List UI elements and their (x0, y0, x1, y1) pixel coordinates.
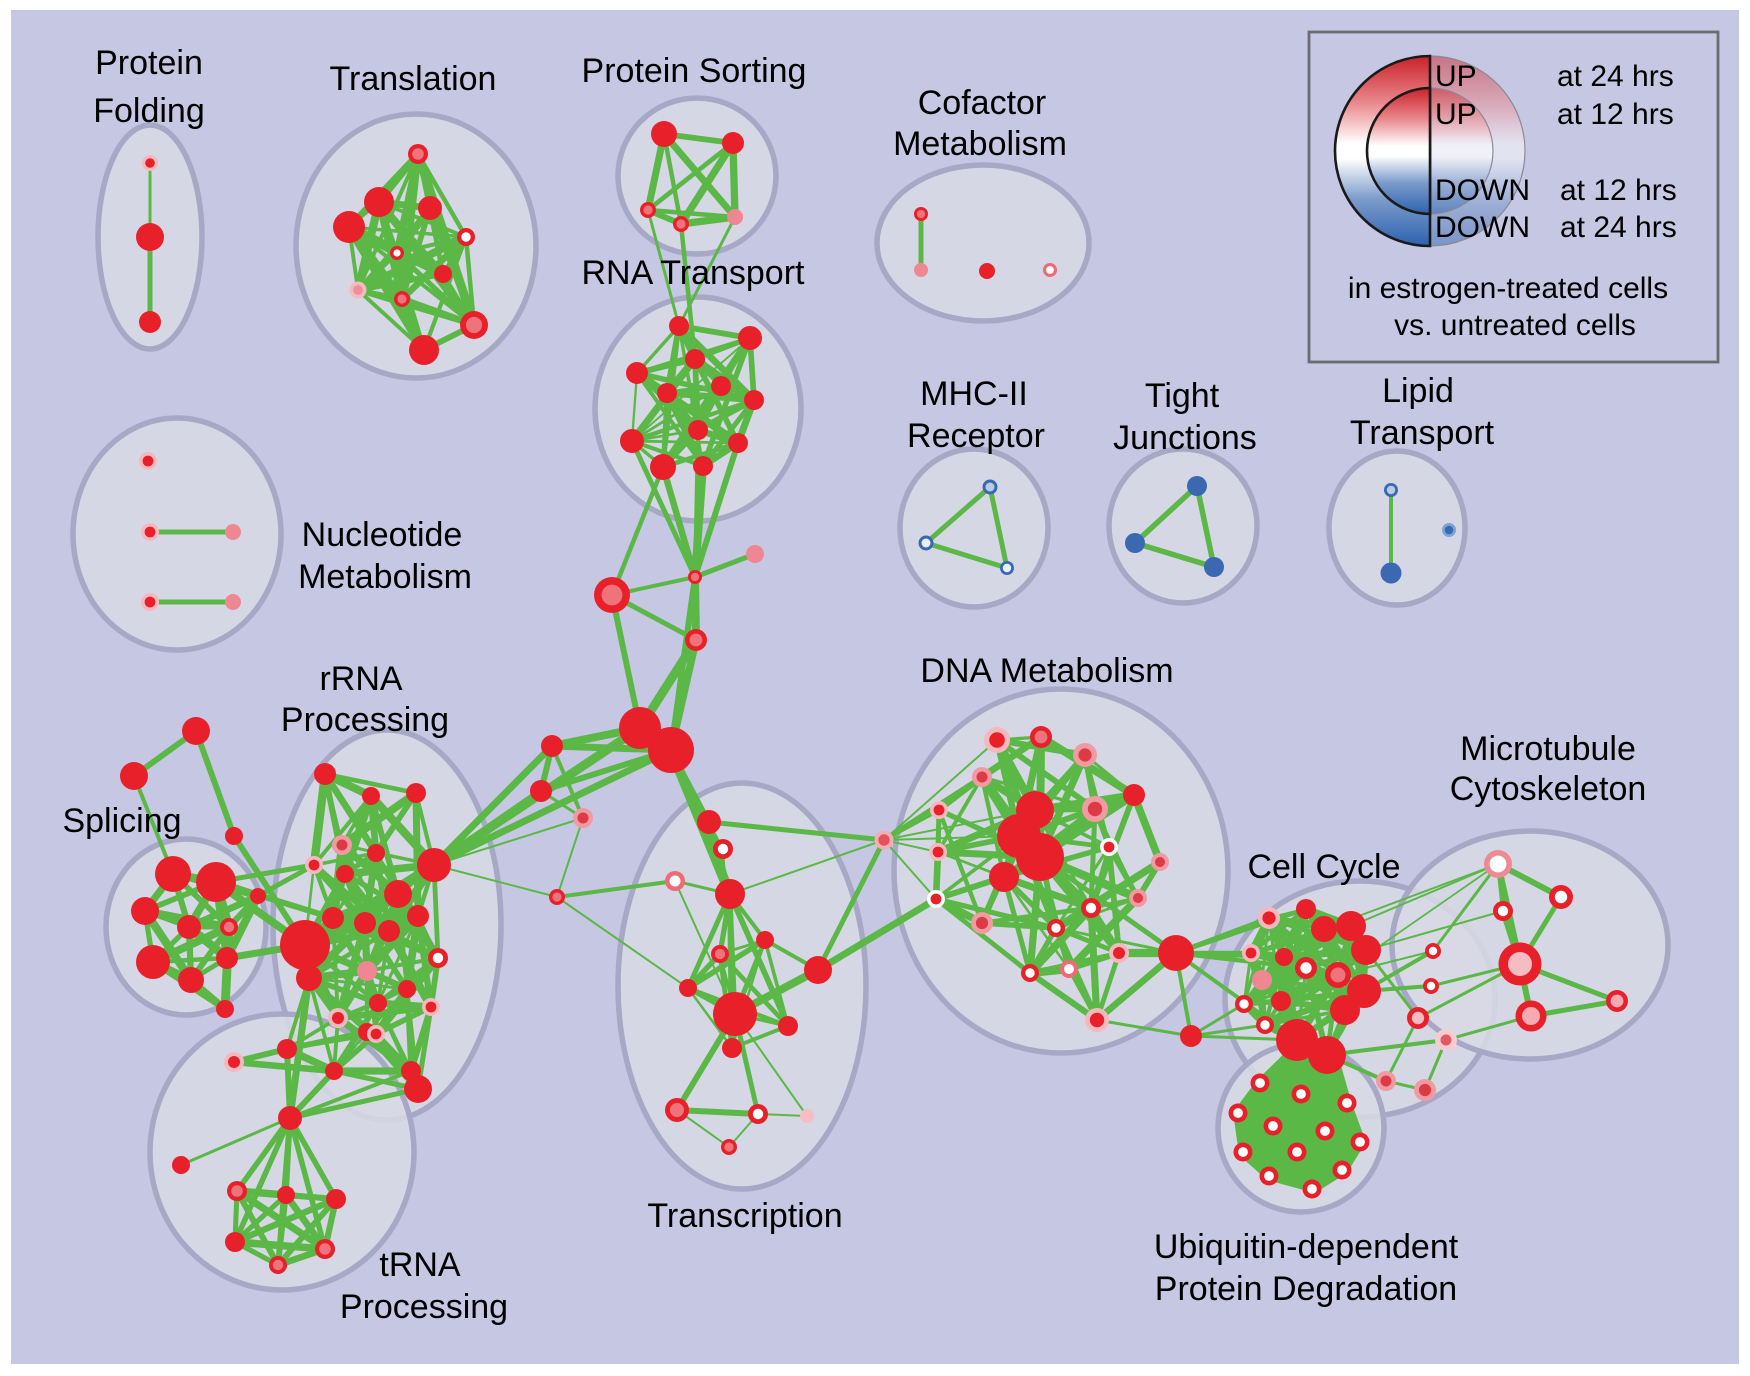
svg-text:Metabolism: Metabolism (893, 125, 1067, 163)
svg-text:vs. untreated cells: vs. untreated cells (1394, 309, 1636, 342)
svg-text:Protein: Protein (95, 44, 203, 82)
svg-text:Translation: Translation (330, 60, 497, 98)
svg-text:Junctions: Junctions (1113, 419, 1257, 457)
svg-text:DOWN: DOWN (1435, 174, 1530, 207)
svg-text:Folding: Folding (93, 92, 205, 130)
svg-text:in estrogen-treated cells: in estrogen-treated cells (1348, 272, 1668, 305)
svg-text:Lipid: Lipid (1382, 372, 1454, 410)
svg-text:Splicing: Splicing (62, 802, 181, 840)
svg-text:at 24 hrs: at 24 hrs (1557, 60, 1674, 93)
svg-text:Transport: Transport (1350, 414, 1495, 452)
svg-text:Protein Degradation: Protein Degradation (1155, 1270, 1457, 1308)
svg-text:UP: UP (1435, 98, 1477, 131)
svg-text:tRNA: tRNA (379, 1246, 461, 1284)
svg-text:Cell Cycle: Cell Cycle (1247, 848, 1400, 886)
svg-text:UP: UP (1435, 60, 1477, 93)
svg-text:RNA Transport: RNA Transport (582, 254, 806, 292)
svg-text:at 24 hrs: at 24 hrs (1560, 211, 1677, 244)
svg-text:at 12 hrs: at 12 hrs (1560, 174, 1677, 207)
svg-text:at 12 hrs: at 12 hrs (1557, 98, 1674, 131)
svg-text:Nucleotide: Nucleotide (302, 516, 463, 554)
svg-text:Transcription: Transcription (647, 1197, 842, 1235)
svg-text:Processing: Processing (340, 1288, 508, 1326)
svg-text:rRNA: rRNA (319, 660, 402, 698)
svg-text:Protein Sorting: Protein Sorting (582, 52, 807, 90)
svg-text:MHC-II: MHC-II (920, 375, 1028, 413)
svg-text:Receptor: Receptor (907, 417, 1045, 455)
svg-text:Microtubule: Microtubule (1460, 730, 1636, 768)
svg-text:Ubiquitin-dependent: Ubiquitin-dependent (1154, 1228, 1459, 1266)
svg-text:Processing: Processing (281, 701, 449, 739)
svg-text:Metabolism: Metabolism (298, 558, 472, 596)
svg-text:DOWN: DOWN (1435, 211, 1530, 244)
svg-text:Tight: Tight (1145, 377, 1220, 415)
svg-text:DNA Metabolism: DNA Metabolism (920, 652, 1173, 690)
svg-text:Cytoskeleton: Cytoskeleton (1450, 770, 1647, 808)
svg-text:Cofactor: Cofactor (918, 84, 1047, 122)
